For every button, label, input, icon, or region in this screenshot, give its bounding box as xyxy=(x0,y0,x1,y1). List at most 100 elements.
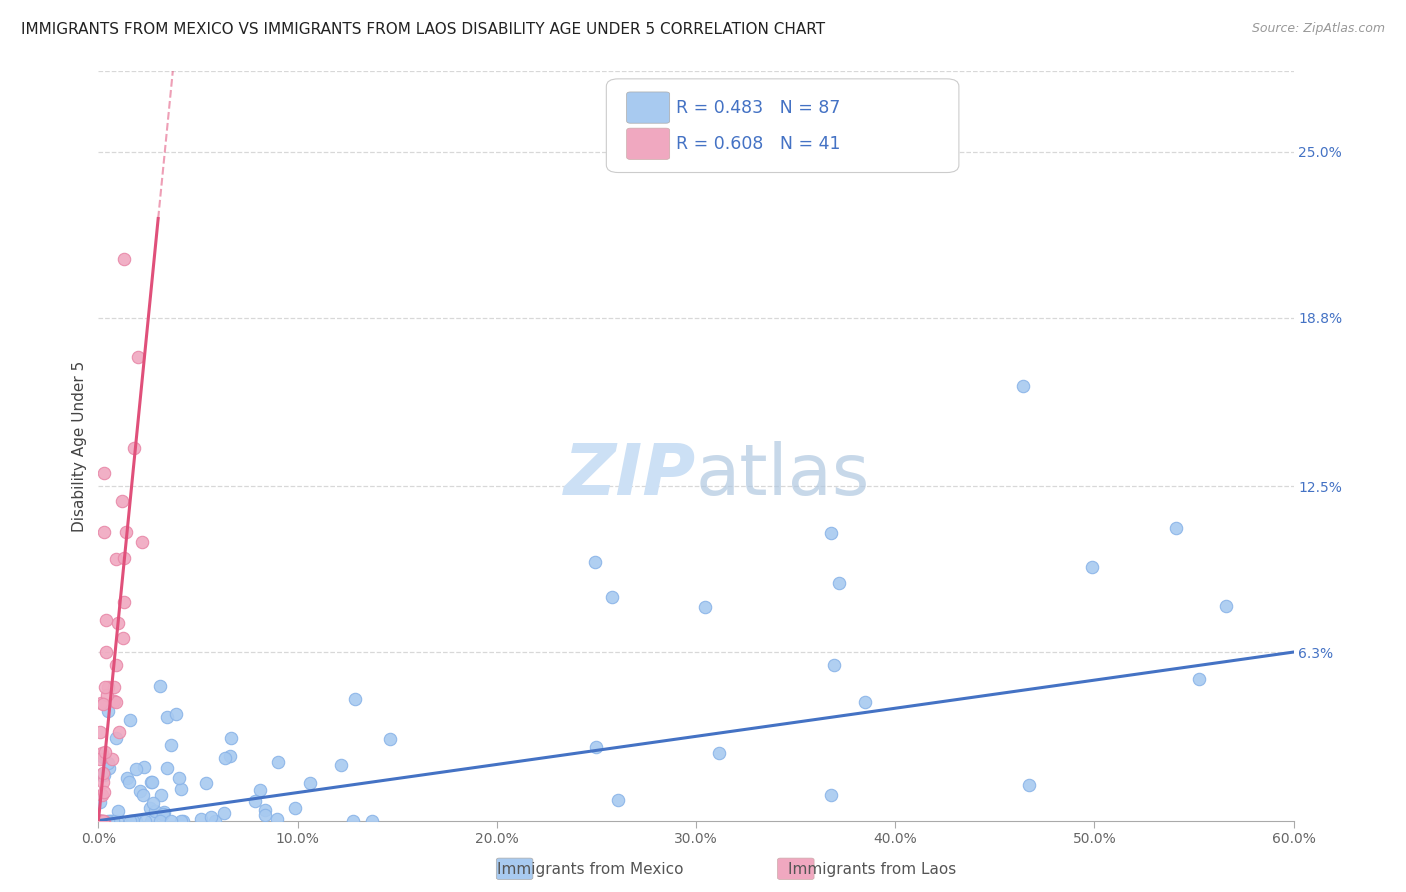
Point xyxy=(330,757,353,772)
Point xyxy=(253,803,276,817)
Point xyxy=(159,738,181,752)
Point xyxy=(600,590,623,604)
Point xyxy=(212,805,235,820)
Point xyxy=(91,746,114,760)
Point xyxy=(97,704,120,718)
Text: R = 0.483   N = 87: R = 0.483 N = 87 xyxy=(676,99,839,117)
Text: Immigrants from Mexico: Immigrants from Mexico xyxy=(498,863,683,877)
Point xyxy=(93,814,115,828)
Point xyxy=(585,740,607,755)
Point xyxy=(190,812,212,826)
Point xyxy=(97,680,120,694)
Point xyxy=(343,692,366,706)
Point xyxy=(1164,521,1187,535)
Text: atlas: atlas xyxy=(696,442,870,510)
Point xyxy=(89,814,111,828)
Point xyxy=(104,695,127,709)
Point xyxy=(103,814,125,828)
Point xyxy=(89,814,111,828)
Point xyxy=(204,814,226,828)
Point xyxy=(118,814,141,828)
Point xyxy=(117,771,139,785)
Y-axis label: Disability Age Under 5: Disability Age Under 5 xyxy=(72,360,87,532)
Point xyxy=(853,695,876,709)
Point xyxy=(1215,599,1237,613)
Point xyxy=(105,731,128,746)
FancyBboxPatch shape xyxy=(606,78,959,172)
Point xyxy=(112,551,135,566)
Point xyxy=(96,613,118,627)
Point xyxy=(103,680,125,694)
Point xyxy=(267,755,290,769)
Point xyxy=(98,814,121,828)
FancyBboxPatch shape xyxy=(627,92,669,123)
Point xyxy=(104,552,127,566)
Point xyxy=(114,524,136,539)
Point xyxy=(138,801,160,815)
Point xyxy=(266,812,288,826)
Point xyxy=(607,793,630,807)
Point xyxy=(141,814,163,828)
Point xyxy=(243,794,266,808)
Point xyxy=(125,762,148,776)
Point xyxy=(823,657,845,672)
Point xyxy=(820,526,842,541)
Point xyxy=(143,805,166,819)
Point xyxy=(1018,778,1040,792)
Point xyxy=(93,524,115,539)
Point xyxy=(112,252,135,266)
Point xyxy=(218,748,240,763)
Point xyxy=(89,725,111,739)
Point xyxy=(90,696,112,710)
Point xyxy=(121,814,143,828)
Point xyxy=(170,814,193,828)
Point xyxy=(89,814,111,828)
Point xyxy=(90,814,112,828)
Point xyxy=(97,761,120,775)
Point xyxy=(160,814,183,828)
Point xyxy=(134,814,156,828)
Point xyxy=(195,775,218,789)
Point xyxy=(131,535,153,549)
Point xyxy=(111,631,134,645)
Text: Immigrants from Laos: Immigrants from Laos xyxy=(787,863,956,877)
Point xyxy=(219,731,242,745)
Point xyxy=(132,788,155,802)
Point xyxy=(91,698,114,712)
Point xyxy=(91,814,114,828)
Point xyxy=(172,814,194,828)
Point xyxy=(378,732,401,747)
Point xyxy=(93,750,115,764)
Point xyxy=(214,750,236,764)
Text: ZIP: ZIP xyxy=(564,442,696,510)
Point xyxy=(107,804,129,818)
Point xyxy=(141,775,163,789)
Point xyxy=(152,806,174,821)
Point xyxy=(97,814,120,828)
Point xyxy=(253,808,276,822)
Point xyxy=(100,752,122,766)
Point xyxy=(828,575,851,590)
Point xyxy=(170,781,193,796)
Point xyxy=(93,767,115,781)
Point xyxy=(127,350,149,364)
Text: Source: ZipAtlas.com: Source: ZipAtlas.com xyxy=(1251,22,1385,36)
Point xyxy=(249,783,271,797)
Point xyxy=(284,801,307,815)
Point xyxy=(820,789,842,803)
Point xyxy=(167,772,190,786)
Point xyxy=(149,679,172,693)
Point xyxy=(118,775,141,789)
Point xyxy=(94,645,117,659)
Point xyxy=(1012,378,1035,392)
Point xyxy=(152,805,174,820)
Point xyxy=(112,595,135,609)
Point xyxy=(342,814,364,828)
Point xyxy=(1081,560,1104,574)
Point xyxy=(156,761,179,775)
Point xyxy=(93,785,115,799)
Point xyxy=(150,789,173,803)
Point xyxy=(122,814,145,828)
Point xyxy=(104,657,127,672)
Point xyxy=(89,814,111,828)
